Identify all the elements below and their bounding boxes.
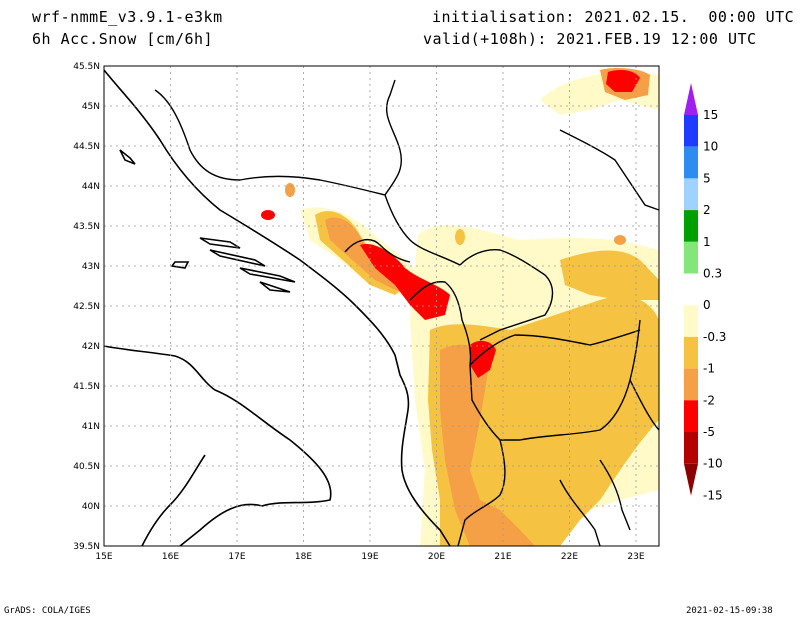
snow-spot [614,235,626,245]
island [199,237,241,249]
lat-label: 42N [82,342,100,352]
colorbar-segment [684,178,698,211]
footer-credit: GrADS: COLA/IGES [4,606,91,616]
colorbar-label: 5 [703,171,711,185]
border [344,238,411,263]
border [409,281,641,441]
colorbar-segment [684,432,698,464]
colorbar-segment [684,368,698,401]
country-borders [154,79,660,547]
border [559,129,660,211]
snow-area-2cm [440,344,535,546]
island [170,261,190,269]
colorbar-label: 2 [703,203,711,217]
gridlines [104,66,659,546]
lat-label: 45.5N [73,62,100,72]
lat-label: 43N [82,262,100,272]
colorbar-label: 0 [703,298,711,312]
colorbar-label: -15 [703,488,723,502]
lon-label: 15E [95,552,112,562]
init-time: initialisation: 2021.02.15. 00:00 UTC [432,8,795,26]
lat-label: 40N [82,502,100,512]
border [457,439,506,547]
lon-label: 19E [361,552,378,562]
lat-label: 40.5N [73,462,100,472]
colorbar-segment [684,241,698,274]
lon-label: 23E [627,552,644,562]
map-panel: 15E 16E 17E 18E 19E 20E 21E 22E 23E 45.5N 45N 44.5N… [73,62,660,562]
border [384,194,461,266]
lat-label: 43.5N [73,222,100,232]
snow-spot [455,229,465,245]
colorbar-segment [684,146,698,179]
lat-label: 39.5N [73,542,100,552]
lon-label: 21E [494,552,511,562]
colorbar-label: 0.3 [703,267,722,281]
lon-label: 16E [162,552,179,562]
colorbar-segment [684,400,698,432]
variable-title: 6h Acc.Snow [cm/6h] [32,30,214,48]
lat-label: 45N [82,102,100,112]
colorbar-segment [684,115,698,147]
colorbar-label: -10 [703,457,723,471]
italy-coast-south [141,454,206,547]
border [559,479,601,547]
lon-label: 18E [295,552,312,562]
footer-timestamp: 2021-02-15-09:38 [686,606,773,616]
colorbar-label: -5 [703,425,715,439]
colorbar-label: -1 [703,362,715,376]
border [599,459,631,531]
island [209,249,266,267]
lon-label: 22E [561,552,578,562]
border [459,248,554,341]
snow-area-5cm-b [470,340,496,378]
lon-label: 17E [228,552,245,562]
colorbar-label: 15 [703,108,718,122]
colorbar-bottom-arrow [684,463,698,496]
colorbar-label: 1 [703,235,711,249]
island [259,281,291,293]
border [629,379,660,431]
colorbar-segment [684,210,698,242]
axis-labels: 15E 16E 17E 18E 19E 20E 21E 22E 23E 45.5N 45N 44.5N… [73,62,645,562]
snow-area-5cm [360,244,450,320]
snow-spot [285,183,295,197]
snow-spot [261,210,275,220]
lon-label: 20E [428,552,445,562]
lat-label: 41N [82,422,100,432]
island [119,149,136,165]
border [154,79,402,196]
colorbar-label: 10 [703,140,718,154]
lat-label: 44N [82,182,100,192]
model-title: wrf-nmmE_v3.9.1-e3km [32,8,223,26]
colorbar-segment [684,273,698,306]
colorbar-segment [684,336,698,369]
lat-label: 42.5N [73,302,100,312]
snow-area-5cm-c [606,70,640,92]
border [469,329,641,366]
lat-label: 41.5N [73,382,100,392]
lat-label: 44.5N [73,142,100,152]
valid-time: valid(+108h): 2021.FEB.19 12:00 UTC [423,30,757,48]
snow-area-1cm-b [560,250,659,300]
colorbar-label: -2 [703,393,715,407]
colorbar-label: -0.3 [703,330,726,344]
colorbar-legend: 15 10 5 2 1 0.3 0 -0.3 -1 -2 -5 -10 -15 [684,83,726,502]
colorbar-top-arrow [684,83,698,115]
island [239,267,296,283]
colorbar-segment [684,305,698,337]
